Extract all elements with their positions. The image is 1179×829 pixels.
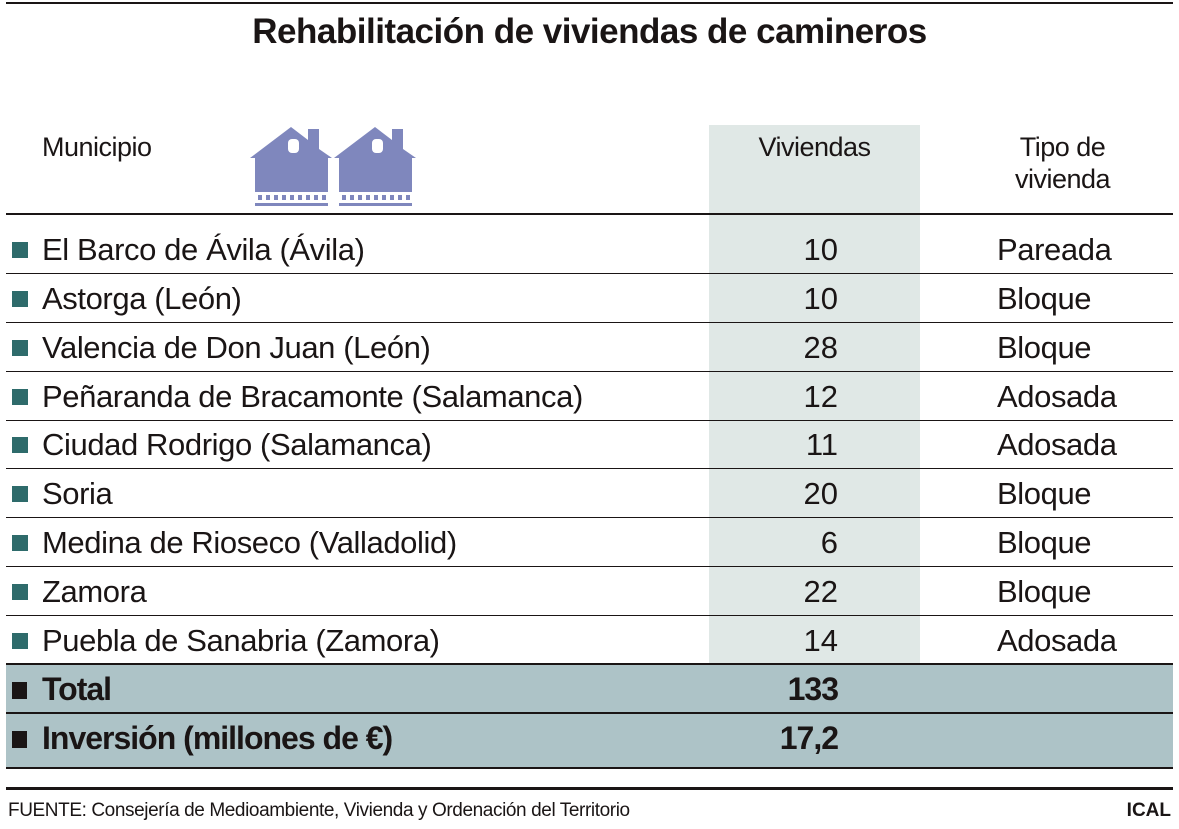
table-row: Valencia de Don Juan (León) 28 Bloque (6, 323, 1173, 372)
bullet-square (12, 535, 28, 551)
table-row: Puebla de Sanabria (Zamora) 14 Adosada (6, 616, 1173, 665)
top-rule (6, 2, 1173, 4)
municipio-cell: Ciudad Rodrigo (Salamanca) (42, 427, 432, 462)
bullet-square (12, 389, 28, 405)
page-title: Rehabilitación de viviendas de camineros (252, 12, 927, 51)
viviendas-cell: 14 (803, 623, 838, 658)
houses-icon (250, 127, 416, 206)
summary-row-total: Total 133 (6, 665, 1173, 713)
table-row: Peñaranda de Bracamonte (Salamanca) 12 Ado… (6, 372, 1173, 421)
summary-value: 17,2 (779, 720, 839, 756)
municipio-cell: Soria (42, 476, 113, 511)
tipo-cell: Bloque (997, 330, 1092, 365)
table-row: Medina de Rioseco (Valladolid) 6 Bloque (6, 518, 1173, 567)
viviendas-cell: 6 (820, 525, 838, 560)
municipio-cell: Peñaranda de Bracamonte (Salamanca) (42, 379, 583, 414)
bullet-square (12, 291, 28, 307)
tipo-cell: Adosada (997, 427, 1117, 462)
row-rule (6, 615, 1173, 616)
bullet-square (12, 340, 28, 356)
municipio-cell: Astorga (León) (42, 281, 242, 316)
footer-rule (6, 787, 1173, 790)
source-note: FUENTE: Consejería de Medioambiente, Viv… (8, 800, 630, 821)
header-rule (6, 213, 1173, 215)
viviendas-cell: 10 (803, 281, 838, 316)
viviendas-cell: 11 (805, 427, 838, 462)
bullet-square (12, 242, 28, 258)
municipio-cell: Medina de Rioseco (Valladolid) (42, 525, 457, 560)
bottom-table-rule (6, 767, 1173, 769)
bullet-square (12, 437, 28, 453)
viviendas-cell: 12 (803, 379, 838, 414)
summary-label: Total (42, 671, 112, 707)
tipo-cell: Bloque (997, 525, 1092, 560)
row-rule (6, 712, 1173, 714)
bullet-square (12, 682, 27, 699)
bullet-square (12, 633, 28, 649)
viviendas-cell: 22 (803, 574, 838, 609)
row-rule (6, 517, 1173, 518)
tipo-cell: Bloque (997, 476, 1092, 511)
tipo-cell: Pareada (997, 232, 1112, 267)
table-row: Astorga (León) 10 Bloque (6, 274, 1173, 323)
table-row: Soria 20 Bloque (6, 469, 1173, 518)
tipo-cell: Bloque (997, 574, 1092, 609)
viviendas-column-background (709, 125, 920, 665)
table-row: Ciudad Rodrigo (Salamanca) 11 Adosada (6, 420, 1173, 469)
tipo-cell: Adosada (997, 379, 1117, 414)
tipo-cell: Adosada (997, 623, 1117, 658)
municipio-cell: Zamora (42, 574, 147, 609)
viviendas-cell: 28 (803, 330, 838, 365)
bullet-square (12, 486, 28, 502)
header-viviendas: Viviendas (758, 132, 871, 162)
municipio-cell: Puebla de Sanabria (Zamora) (42, 623, 440, 658)
viviendas-cell: 10 (803, 232, 838, 267)
row-rule (6, 566, 1173, 567)
table-row: Zamora 22 Bloque (6, 567, 1173, 616)
row-rule (6, 420, 1173, 421)
header-municipio: Municipio (42, 132, 152, 162)
row-rule (6, 322, 1173, 323)
total-rule (6, 663, 1173, 665)
row-rule (6, 273, 1173, 274)
table-row: El Barco de Ávila (Ávila) 10 Pareada (6, 225, 1173, 274)
row-rule (6, 468, 1173, 469)
bullet-square (12, 731, 27, 748)
row-rule (6, 371, 1173, 372)
municipio-cell: El Barco de Ávila (Ávila) (42, 232, 365, 267)
viviendas-cell: 20 (803, 476, 838, 511)
summary-label: Inversión (millones de €) (42, 720, 393, 756)
summary-row-inversion: Inversión (millones de €) 17,2 (6, 714, 1173, 768)
municipio-cell: Valencia de Don Juan (León) (42, 330, 431, 365)
brand-logo: ICAL (1126, 800, 1171, 821)
tipo-cell: Bloque (997, 281, 1092, 316)
header-tipo: Tipo de vivienda (1014, 132, 1111, 194)
bullet-square (12, 584, 28, 600)
summary-value: 133 (787, 671, 839, 707)
